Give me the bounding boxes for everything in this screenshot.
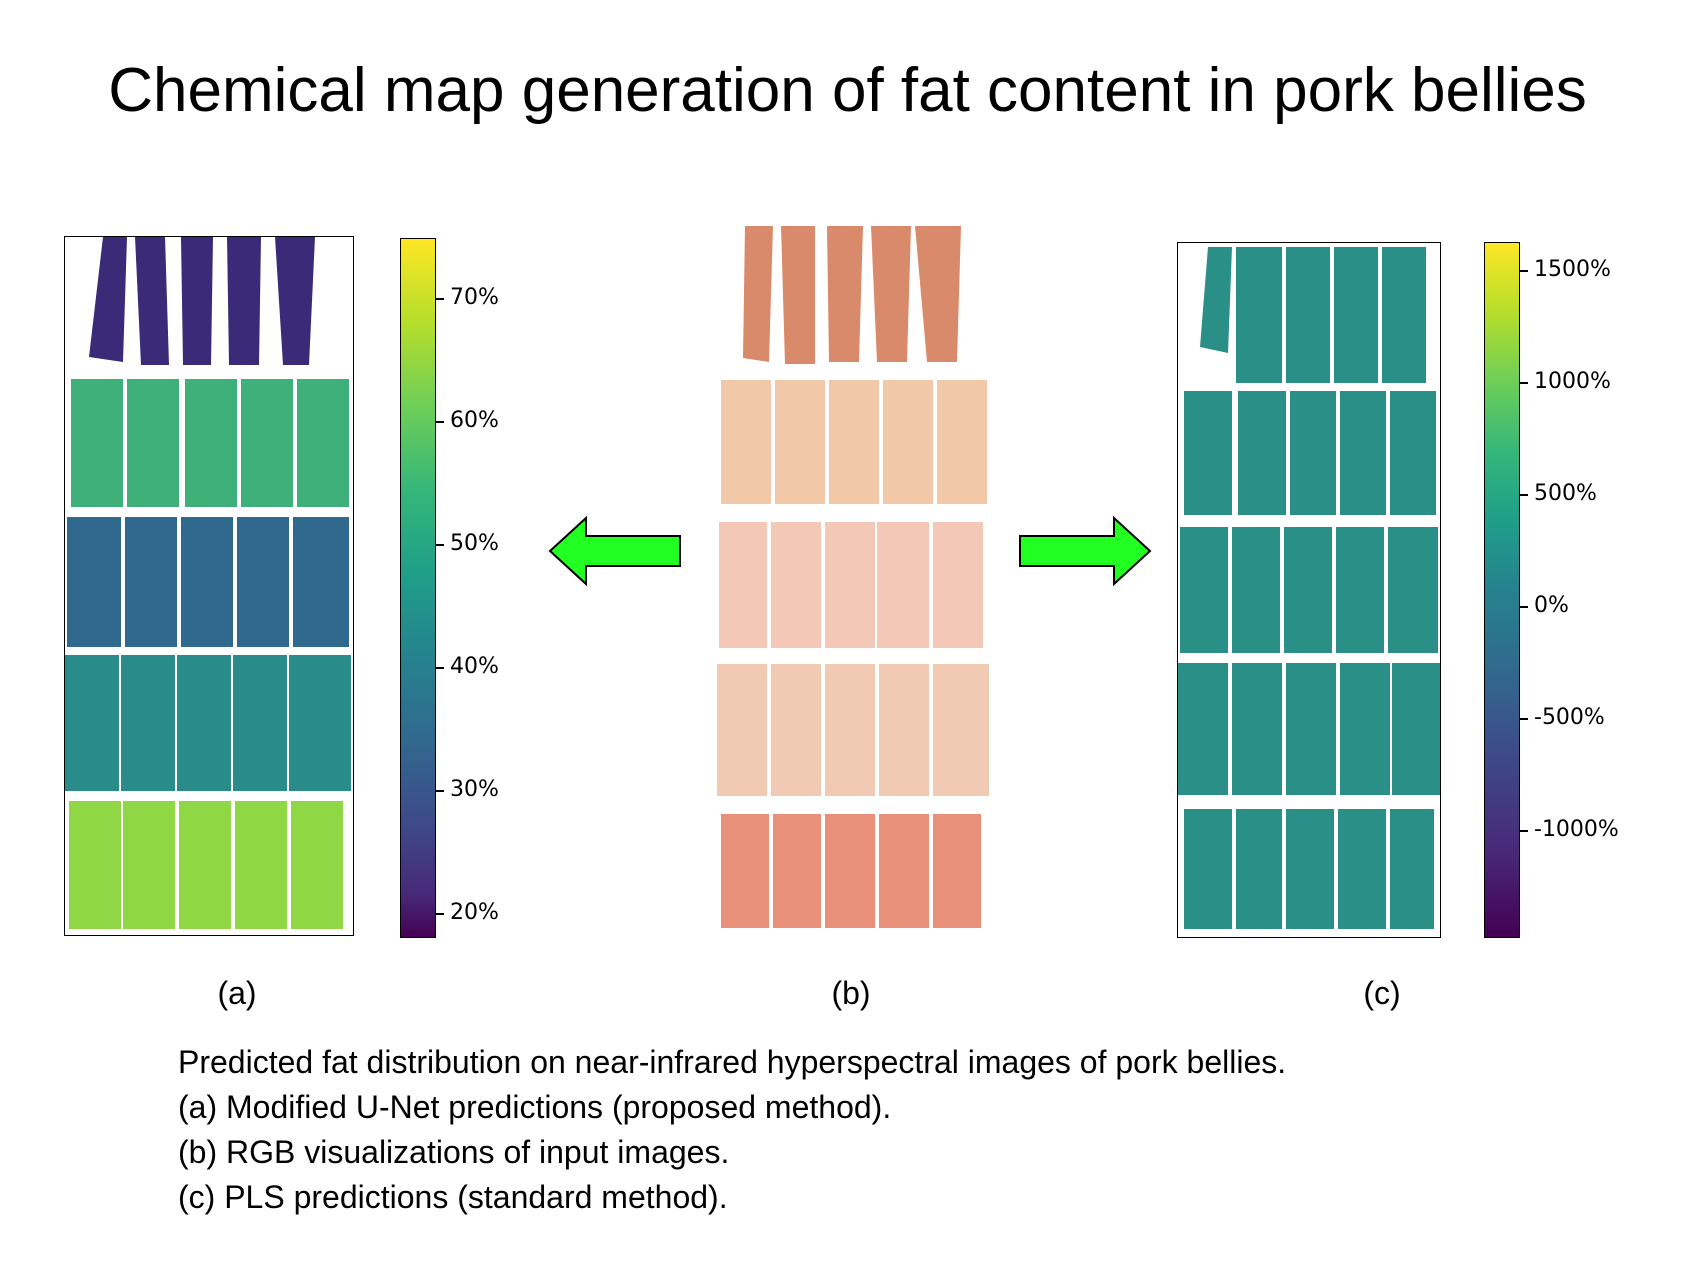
figure-caption: Predicted fat distribution on near-infra… (178, 1040, 1286, 1220)
tick-a-0 (436, 298, 444, 300)
tick-c-4 (1520, 718, 1528, 720)
panel-label-c: (c) (1363, 975, 1401, 1011)
page-title: Chemical map generation of fat content i… (108, 56, 1587, 125)
tick-a-3 (436, 667, 444, 669)
tick-label: 1000% (1534, 369, 1611, 394)
tick-label: 0% (1534, 593, 1569, 618)
tick-label: 40% (450, 654, 499, 679)
unet-prediction-map (64, 236, 354, 936)
tick-c-1 (1520, 382, 1528, 384)
tick-a-4 (436, 790, 444, 792)
tick-label: 20% (450, 900, 499, 925)
tick-label: 30% (450, 777, 499, 802)
panel-label-a: (a) (217, 975, 257, 1011)
tick-c-2 (1520, 494, 1528, 496)
tick-c-5 (1520, 830, 1528, 832)
tick-label: 60% (450, 408, 499, 433)
right-arrow-icon (1019, 516, 1152, 586)
rgb-graphic (717, 226, 989, 928)
tick-label: 50% (450, 531, 499, 556)
tick-label: 500% (1534, 481, 1597, 506)
caption-line: (c) PLS predictions (standard method). (178, 1179, 728, 1215)
tick-c-3 (1520, 606, 1528, 608)
tick-a-2 (436, 544, 444, 546)
caption-line: Predicted fat distribution on near-infra… (178, 1044, 1287, 1080)
left-arrow-icon (548, 516, 681, 586)
pls-map-graphic (1178, 247, 1440, 929)
caption-line: (a) Modified U-Net predictions (proposed… (178, 1089, 892, 1125)
tick-label: 70% (450, 285, 499, 310)
tick-c-0 (1520, 270, 1528, 272)
colorbar-c (1484, 242, 1520, 938)
tick-a-5 (436, 913, 444, 915)
tick-a-1 (436, 421, 444, 423)
tick-label: 1500% (1534, 257, 1611, 282)
rgb-visualization (715, 226, 991, 932)
tick-label: -500% (1534, 705, 1605, 730)
caption-line: (b) RGB visualizations of input images. (178, 1134, 730, 1170)
panel-label-b: (b) (831, 975, 871, 1011)
unet-map-graphic (65, 237, 351, 929)
pls-prediction-map (1177, 242, 1441, 938)
colorbar-a (400, 238, 436, 938)
tick-label: -1000% (1534, 817, 1619, 842)
